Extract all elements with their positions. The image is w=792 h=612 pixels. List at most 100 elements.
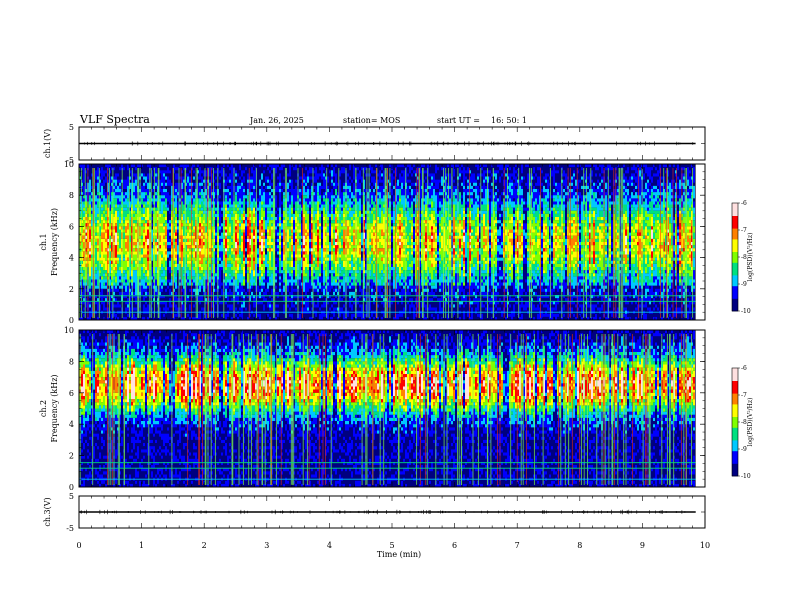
colorbar-swatch — [732, 219, 738, 222]
colorbar-swatch — [732, 217, 738, 220]
colorbar-swatch — [732, 300, 738, 303]
colorbar-swatch — [732, 382, 738, 385]
colorbar-swatch — [732, 411, 738, 414]
x-axis-label: Time (min) — [377, 550, 421, 559]
colorbar-swatch — [732, 298, 738, 301]
colorbar-swatch — [732, 275, 738, 278]
colorbar-swatch — [732, 391, 738, 394]
colorbar-swatch — [732, 418, 738, 421]
colorbar-swatch — [732, 296, 738, 299]
colorbar-swatch — [732, 285, 738, 288]
colorbar-swatch — [732, 432, 738, 435]
y-tick-label: 4 — [69, 420, 74, 429]
y-tick-label: 10 — [64, 326, 74, 335]
colorbar-tick-label: -8 — [741, 254, 747, 261]
colorbar-swatch — [732, 255, 738, 258]
colorbar-swatch — [732, 384, 738, 387]
y-tick-label: 0 — [69, 316, 74, 325]
ch1-spectrogram-panel: 0 2 4 6 8 10 ch.1 Frequency (kHz) — [39, 160, 706, 325]
colorbar-swatch — [732, 273, 738, 276]
colorbar-swatch — [732, 443, 738, 446]
x-tick-label: 2 — [202, 541, 207, 550]
x-tick-label: 9 — [640, 541, 645, 550]
colorbar-swatch — [732, 224, 738, 227]
colorbar-swatch — [732, 226, 738, 229]
colorbar-swatch — [732, 368, 738, 371]
colorbar-swatch — [732, 221, 738, 224]
x-tick-label: 8 — [577, 541, 582, 550]
colorbar-tick-label: -7 — [741, 392, 747, 399]
ch2-colorbar: -6 -7 -8 -9 -10 log(PSD)(V²/Hz) — [731, 365, 754, 480]
colorbar-swatch — [732, 239, 738, 242]
ch1-waveform-panel: 5 -5 ch.1(V) — [43, 123, 706, 165]
y-axis-label-channel: ch.2 — [39, 400, 48, 417]
station-label: station= MOS — [343, 116, 400, 125]
x-tick-label: 3 — [264, 541, 269, 550]
colorbar-swatch — [732, 230, 738, 233]
colorbar-swatch — [732, 414, 738, 417]
colorbar-swatch — [732, 445, 738, 448]
colorbar-swatch — [732, 253, 738, 256]
start-ut-value: 16: 50: 1 — [491, 116, 527, 125]
colorbar-swatch — [732, 257, 738, 260]
colorbar-swatch — [732, 233, 738, 236]
colorbar-swatch — [732, 449, 738, 452]
y-tick-label: -5 — [66, 156, 74, 165]
colorbar-swatch — [732, 251, 738, 254]
colorbar-swatch — [732, 287, 738, 290]
spectrogram-cells — [79, 345, 695, 425]
colorbar-swatch — [732, 389, 738, 392]
y-tick-label: 2 — [69, 285, 74, 294]
colorbar-swatch — [732, 373, 738, 376]
colorbar-swatch — [732, 282, 738, 285]
colorbar-swatch — [732, 212, 738, 215]
colorbar-swatch — [732, 395, 738, 398]
x-tick-label: 7 — [515, 541, 520, 550]
y-tick-label: 6 — [69, 389, 74, 398]
y-axis-label-channel: ch.1 — [39, 233, 48, 250]
colorbar-swatch — [732, 271, 738, 274]
y-tick-label: -5 — [66, 524, 74, 533]
colorbar-swatch — [732, 452, 738, 455]
y-axis-label: ch.3(V) — [43, 497, 52, 526]
colorbar-swatch — [732, 213, 738, 216]
spectrogram-cells — [81, 367, 691, 403]
colorbar-tick-label: -10 — [741, 473, 751, 480]
colorbar-swatch — [732, 405, 738, 408]
colorbar-swatch — [732, 222, 738, 225]
colorbar-label: log(PSD)(V²/Hz) — [747, 233, 754, 282]
colorbar-swatch — [732, 235, 738, 238]
colorbar-swatch — [732, 472, 738, 475]
colorbar-swatch — [732, 244, 738, 247]
colorbar-swatch — [732, 458, 738, 461]
colorbar-swatch — [732, 468, 738, 471]
colorbar-swatch — [732, 262, 738, 265]
colorbar-swatch — [732, 264, 738, 267]
colorbar-swatch — [732, 276, 738, 279]
colorbar-tick-label: -6 — [741, 365, 747, 372]
colorbar-swatch — [732, 302, 738, 305]
colorbar-tick-label: -7 — [741, 227, 747, 234]
colorbar-swatch — [732, 416, 738, 419]
colorbar-swatch — [732, 386, 738, 389]
colorbar-swatch — [732, 404, 738, 407]
colorbar-swatch — [732, 431, 738, 434]
y-tick-label: 4 — [69, 254, 74, 263]
colorbar-swatch — [732, 420, 738, 423]
y-tick-label: 10 — [64, 160, 74, 169]
colorbar-swatch — [732, 260, 738, 263]
sferic-streaks-strong — [107, 334, 687, 485]
colorbar-swatch — [732, 398, 738, 401]
colorbar-swatch — [732, 228, 738, 231]
colorbar-swatch — [732, 309, 738, 312]
colorbar-tick-label: -9 — [741, 446, 747, 453]
colorbar-swatch — [732, 231, 738, 234]
y-tick-label: 5 — [69, 492, 74, 501]
colorbar-tick-label: -9 — [741, 281, 747, 288]
colorbar-swatch — [732, 208, 738, 211]
colorbar-swatch — [732, 284, 738, 287]
colorbar-swatch — [732, 203, 738, 206]
spectrogram-cells — [85, 220, 693, 264]
colorbar-swatch — [732, 237, 738, 240]
colorbar-swatch — [732, 470, 738, 473]
